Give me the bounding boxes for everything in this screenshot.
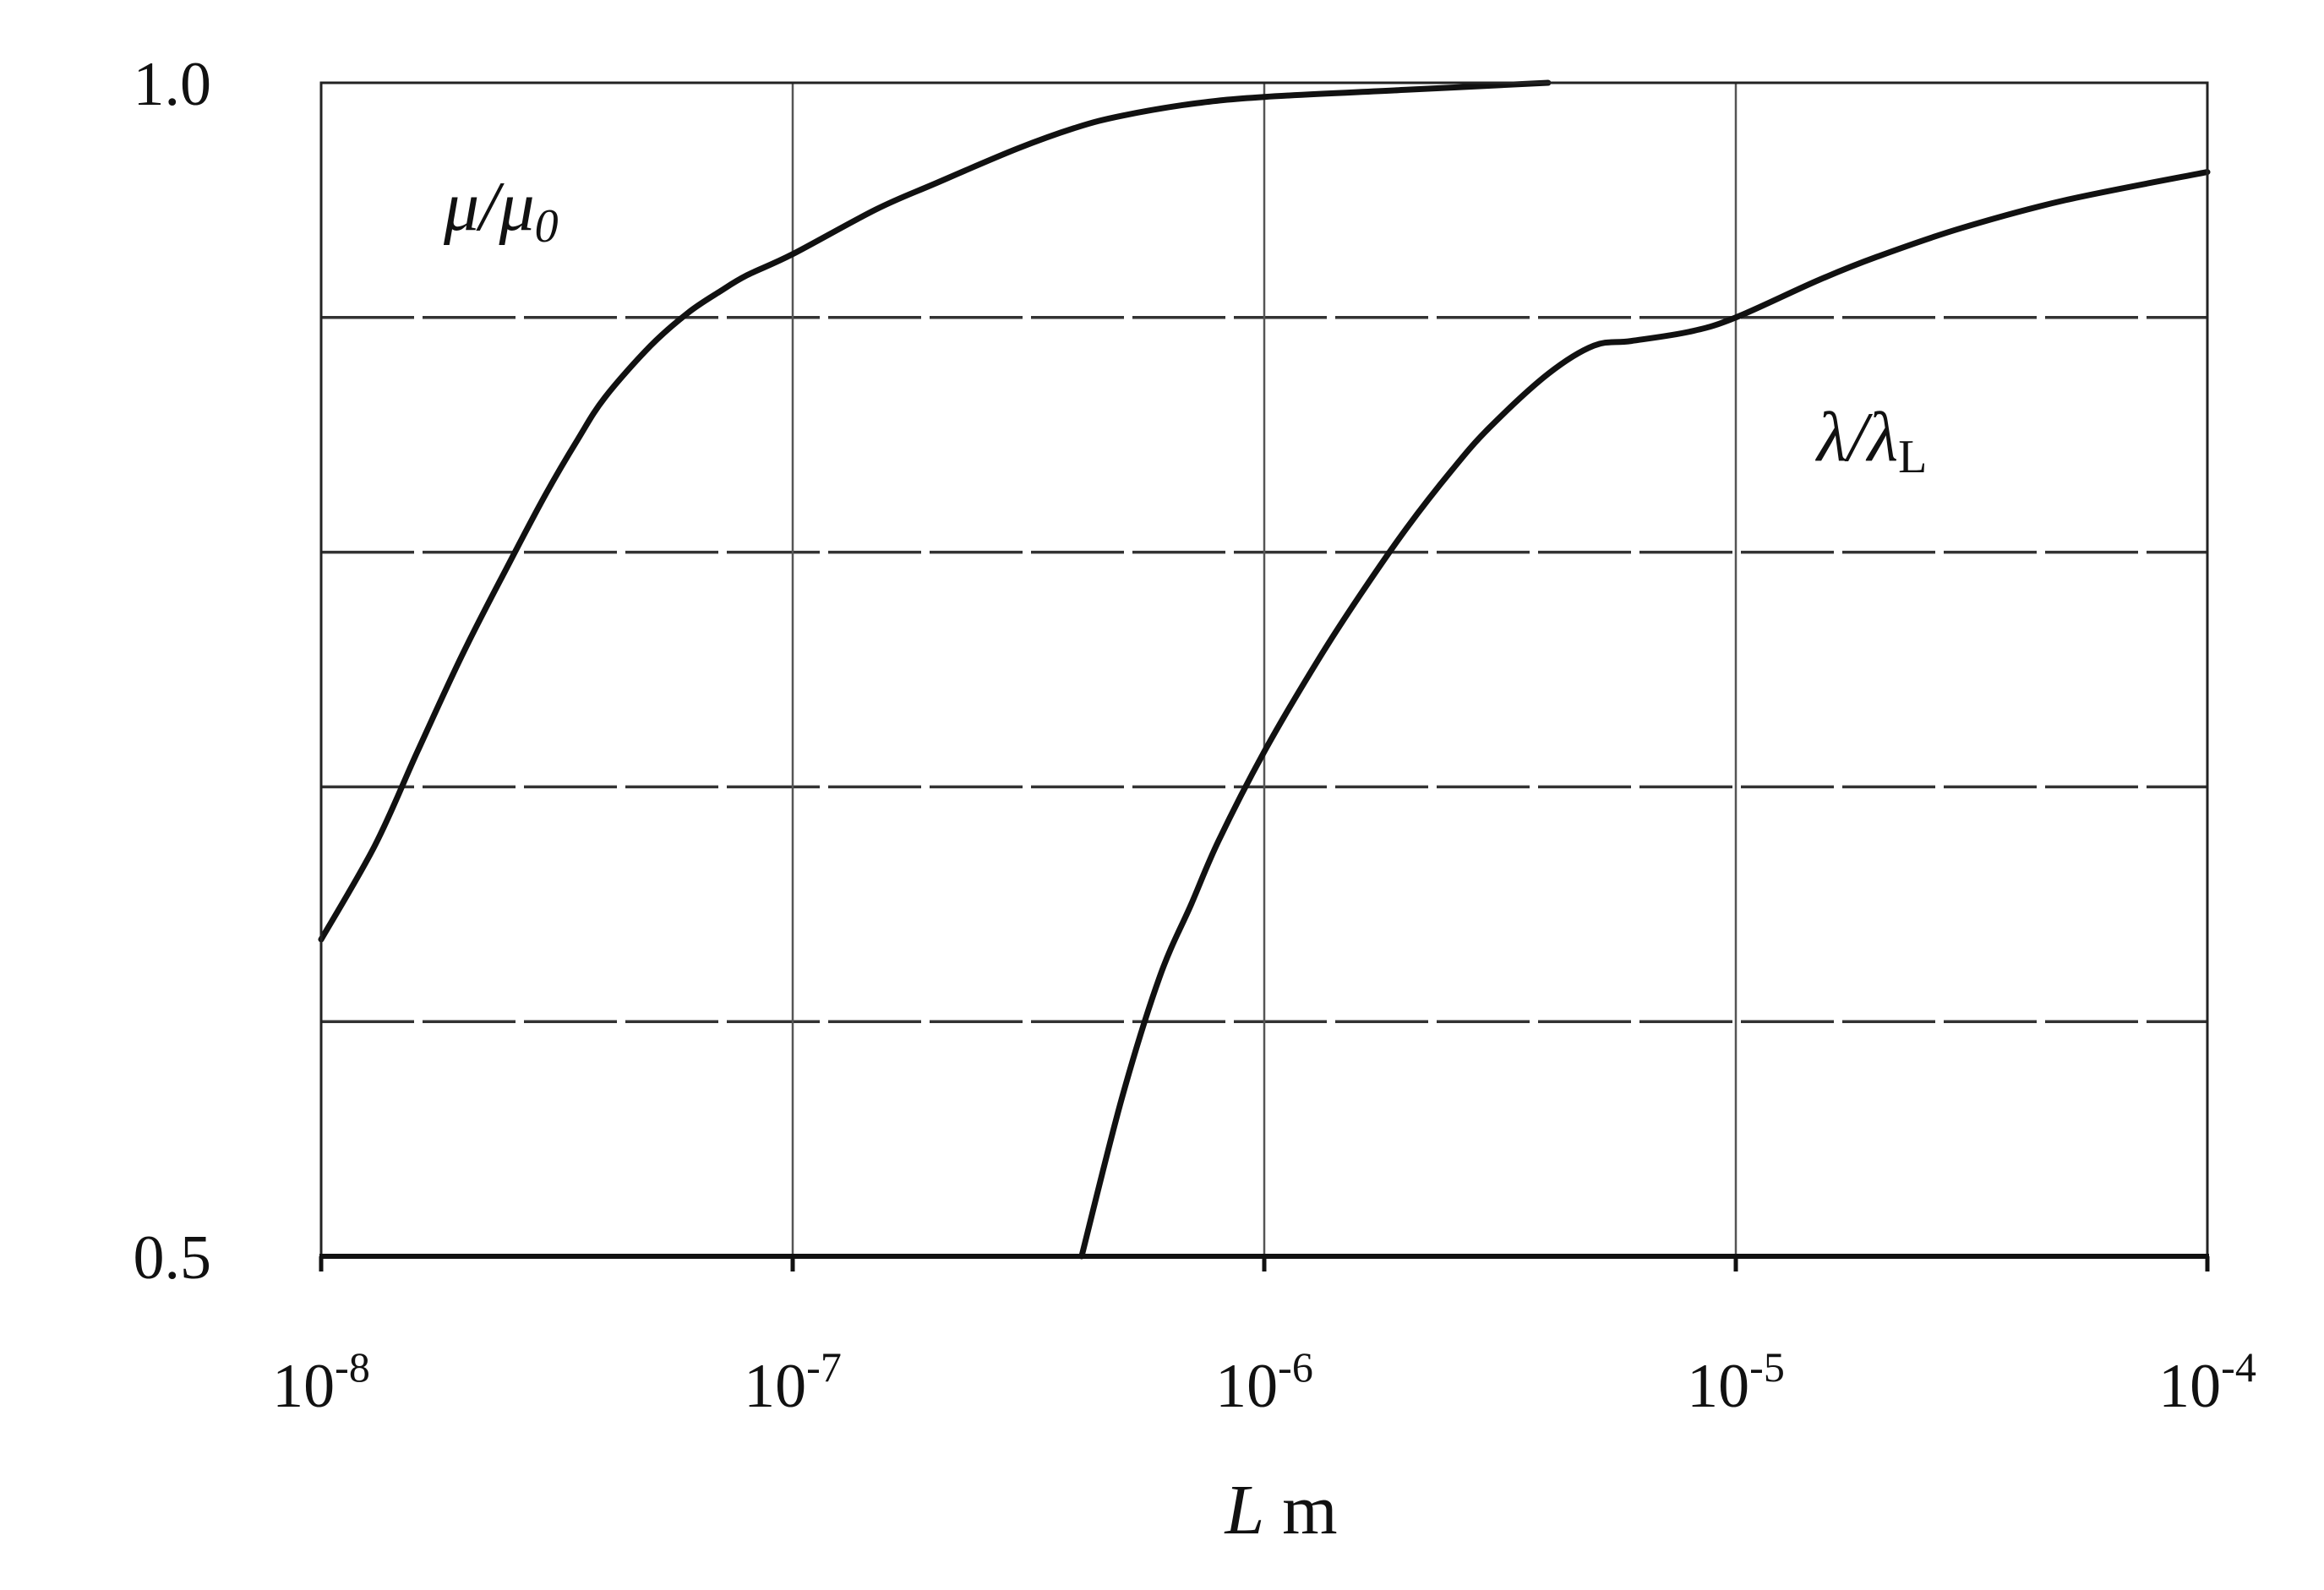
grid-layer: [321, 83, 2207, 1256]
x-tick-label-3: 10-5: [1687, 1343, 1785, 1421]
series-label-1: λ/λL: [1814, 398, 1927, 483]
y-tick-label-0: 0.5: [134, 1223, 212, 1293]
series-line-0: [318, 79, 1552, 943]
series-line-1: [1078, 169, 2211, 1260]
x-tick-label-4: 10-4: [2158, 1343, 2256, 1421]
x-tick-label-1: 10-7: [744, 1343, 842, 1421]
x-tick-label-0: 10-8: [272, 1343, 370, 1421]
plot-frame-layer: [319, 81, 2210, 1271]
x-axis-title: L m: [1224, 1471, 1337, 1549]
series-layer: [318, 79, 2211, 1260]
x-tick-label-2: 10-6: [1215, 1343, 1313, 1421]
text-layer: 10-8 10-7 10-6 10-5 10-4 0.5 1.0 L m μ/μ0 λ/λL: [134, 50, 2256, 1549]
series-label-0: μ/μ0: [443, 167, 559, 253]
y-tick-label-1: 1.0: [134, 50, 212, 119]
